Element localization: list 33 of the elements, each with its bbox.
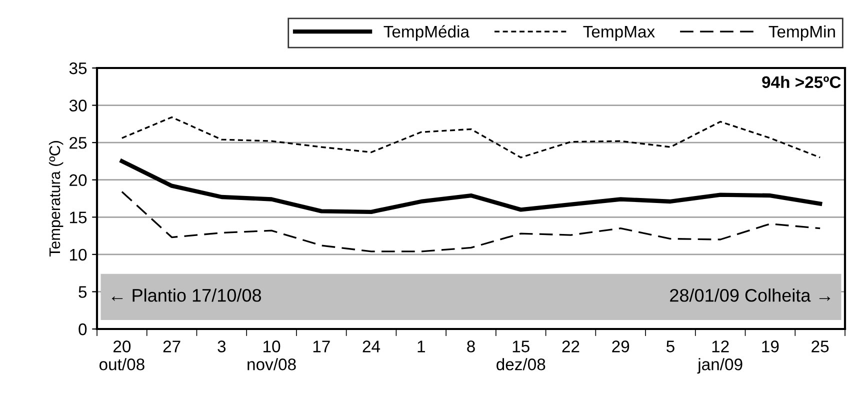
legend-label: TempMin: [768, 25, 835, 41]
line-series: [121, 190, 821, 252]
x-tick-label: 8: [467, 340, 475, 352]
x-tick-label: 20 out/08: [99, 340, 144, 370]
y-tick-label: 10: [70, 248, 87, 261]
y-tick-label: 35: [69, 62, 87, 74]
x-tick-label: 29: [612, 340, 630, 352]
x-tick-label: 19: [762, 340, 779, 352]
y-tick-label: 30: [69, 100, 87, 112]
y-tick-label: 20: [70, 174, 87, 186]
legend-label: TempMax: [583, 26, 655, 41]
band-label: ← Plantio 17/10/08: [112, 288, 262, 302]
x-tick-label: 17: [313, 340, 330, 352]
y-tick-label: 15: [70, 212, 87, 224]
x-tick-label: 15 dez/08: [496, 340, 546, 370]
x-tick-label: 25: [812, 340, 829, 352]
y-tick-label: 5: [78, 286, 87, 298]
x-tick-label: 5: [666, 340, 674, 352]
x-tick-label: 22: [562, 340, 580, 352]
legend-label: TempMédia: [384, 25, 470, 41]
annotation: 94h >25ºC: [762, 76, 841, 88]
x-tick-label: 12 jan/09: [697, 340, 742, 374]
line-series: [120, 159, 822, 214]
x-tick-label: 24: [362, 340, 380, 352]
line-series: [121, 116, 821, 158]
x-tick-label: 10 nov/08: [248, 340, 296, 370]
x-tick-label: 27: [163, 340, 180, 352]
y-tick-label: 0: [78, 323, 87, 336]
x-tick-label: 1: [418, 340, 425, 352]
y-tick-label: 25: [70, 136, 87, 149]
y-axis-title: Temperatura (ºC): [48, 141, 64, 257]
x-tick-label: 3: [218, 340, 226, 352]
annotation: 28/01/09 Colheita →: [670, 288, 830, 302]
